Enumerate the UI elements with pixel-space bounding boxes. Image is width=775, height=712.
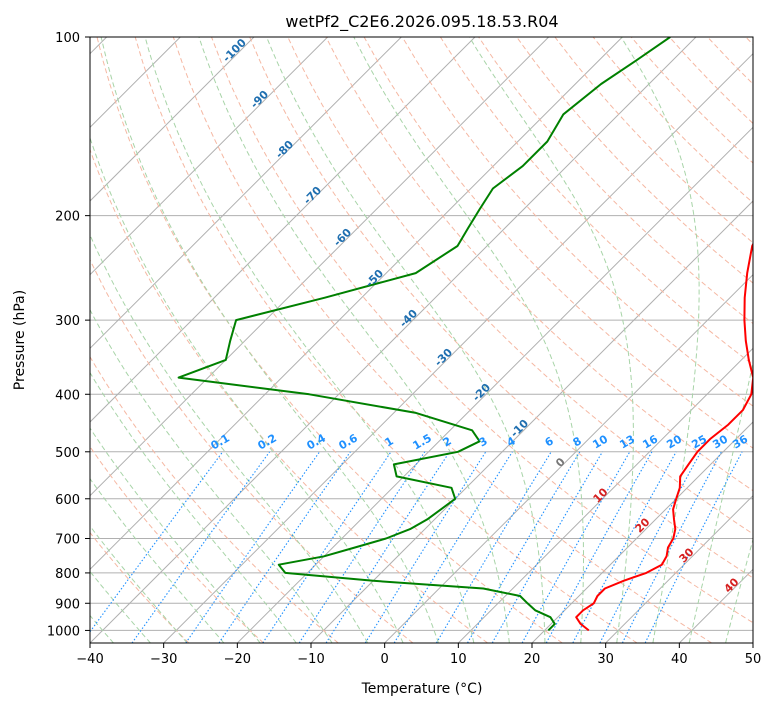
- x-tick-label: −30: [150, 652, 177, 667]
- x-tick-label: 50: [745, 652, 762, 667]
- y-tick-label: 300: [55, 314, 80, 329]
- chart-title: wetPf2_C2E6.2026.095.18.53.R04: [285, 12, 558, 32]
- x-tick-label: 20: [524, 652, 541, 667]
- x-tick-label: 10: [450, 652, 467, 667]
- y-tick-label: 200: [55, 210, 80, 225]
- x-tick-label: 0: [381, 652, 389, 667]
- y-tick-label: 500: [55, 446, 80, 461]
- y-tick-label: 900: [55, 597, 80, 612]
- y-tick-label: 700: [55, 533, 80, 548]
- y-tick-label: 400: [55, 388, 80, 403]
- x-tick-label: −40: [76, 652, 103, 667]
- x-tick-label: 40: [671, 652, 688, 667]
- y-axis-label: Pressure (hPa): [12, 290, 28, 390]
- x-tick-label: −10: [297, 652, 324, 667]
- y-tick-label: 1000: [47, 624, 80, 639]
- x-axis-label: Temperature (°C): [361, 681, 483, 697]
- x-tick-label: 30: [597, 652, 614, 667]
- y-tick-label: 100: [55, 31, 80, 46]
- y-tick-label: 800: [55, 567, 80, 582]
- x-tick-label: −20: [224, 652, 251, 667]
- y-tick-label: 600: [55, 493, 80, 508]
